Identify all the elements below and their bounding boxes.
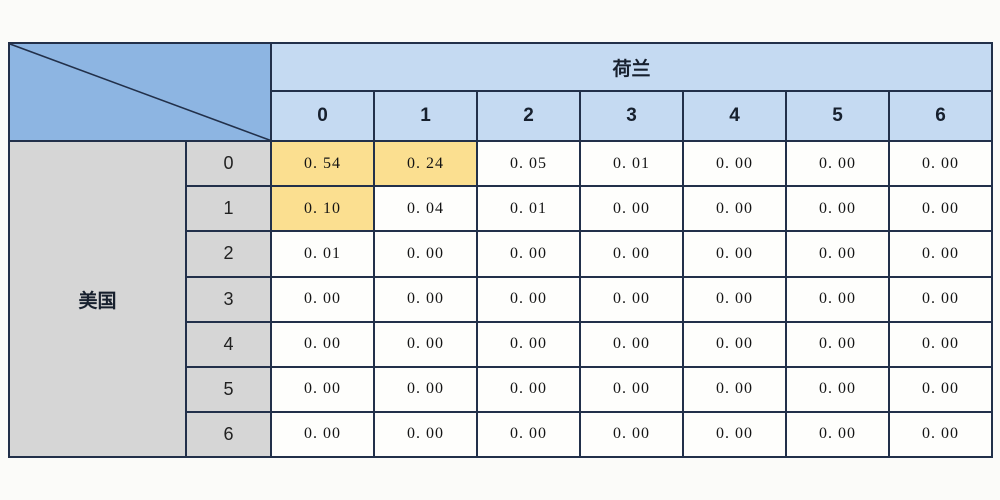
data-cell-r2c2: 0. 00 [476, 230, 581, 278]
probability-matrix-table: 荷兰 0 1 2 3 4 5 6 美国 0 0. 54 0. 24 0. 05 … [8, 41, 994, 459]
data-cell-r5c1: 0. 00 [373, 365, 478, 413]
col-header-2: 2 [476, 90, 581, 143]
data-cell-r0c4: 0. 00 [682, 140, 787, 188]
data-cell-r4c2: 0. 00 [476, 320, 581, 368]
data-cell-r5c6: 0. 00 [887, 365, 994, 413]
data-cell-r3c4: 0. 00 [682, 275, 787, 323]
data-cell-r2c1: 0. 00 [373, 230, 478, 278]
data-cell-r6c2: 0. 00 [476, 410, 581, 459]
data-cell-r2c4: 0. 00 [682, 230, 787, 278]
data-cell-r5c3: 0. 00 [579, 365, 684, 413]
data-cell-r1c2: 0. 01 [476, 185, 581, 233]
data-cell-r4c5: 0. 00 [785, 320, 890, 368]
col-header-1: 1 [373, 90, 478, 143]
row-header-2: 2 [185, 230, 272, 278]
data-cell-r0c0: 0. 54 [270, 140, 375, 188]
col-header-6: 6 [887, 90, 994, 143]
data-cell-r6c3: 0. 00 [579, 410, 684, 459]
data-cell-r0c5: 0. 00 [785, 140, 890, 188]
data-cell-r1c6: 0. 00 [887, 185, 994, 233]
data-cell-r4c6: 0. 00 [887, 320, 994, 368]
data-cell-r6c6: 0. 00 [887, 410, 994, 459]
data-cell-r6c4: 0. 00 [682, 410, 787, 459]
data-cell-r2c0: 0. 01 [270, 230, 375, 278]
data-cell-r2c3: 0. 00 [579, 230, 684, 278]
data-cell-r5c2: 0. 00 [476, 365, 581, 413]
row-header-6: 6 [185, 410, 272, 459]
data-cell-r2c6: 0. 00 [887, 230, 994, 278]
data-cell-r3c1: 0. 00 [373, 275, 478, 323]
row-header-0: 0 [185, 140, 272, 188]
corner-diagonal-cell [8, 41, 272, 143]
row-header-5: 5 [185, 365, 272, 413]
data-cell-r1c0: 0. 10 [270, 185, 375, 233]
data-cell-r0c1: 0. 24 [373, 140, 478, 188]
data-cell-r3c5: 0. 00 [785, 275, 890, 323]
data-cell-r4c3: 0. 00 [579, 320, 684, 368]
data-cell-r2c5: 0. 00 [785, 230, 890, 278]
data-cell-r5c4: 0. 00 [682, 365, 787, 413]
row-header-3: 3 [185, 275, 272, 323]
col-header-5: 5 [785, 90, 890, 143]
data-cell-r6c5: 0. 00 [785, 410, 890, 459]
data-cell-r1c4: 0. 00 [682, 185, 787, 233]
data-cell-r0c3: 0. 01 [579, 140, 684, 188]
data-cell-r3c2: 0. 00 [476, 275, 581, 323]
data-cell-r4c1: 0. 00 [373, 320, 478, 368]
data-cell-r6c0: 0. 00 [270, 410, 375, 459]
col-header-4: 4 [682, 90, 787, 143]
data-cell-r5c5: 0. 00 [785, 365, 890, 413]
data-cell-r5c0: 0. 00 [270, 365, 375, 413]
col-header-3: 3 [579, 90, 684, 143]
data-cell-r3c3: 0. 00 [579, 275, 684, 323]
col-header-0: 0 [270, 90, 375, 143]
data-cell-r3c0: 0. 00 [270, 275, 375, 323]
data-cell-r0c6: 0. 00 [887, 140, 994, 188]
column-group-header-netherlands: 荷兰 [269, 41, 994, 93]
data-cell-r4c0: 0. 00 [270, 320, 375, 368]
data-cell-r3c6: 0. 00 [887, 275, 994, 323]
data-cell-r1c1: 0. 04 [373, 185, 478, 233]
data-cell-r1c3: 0. 00 [579, 185, 684, 233]
diagonal-divider-line [10, 44, 270, 140]
data-cell-r0c2: 0. 05 [476, 140, 581, 188]
data-cell-r4c4: 0. 00 [682, 320, 787, 368]
data-cell-r1c5: 0. 00 [785, 185, 890, 233]
row-header-1: 1 [185, 185, 272, 233]
row-group-header-usa: 美国 [8, 140, 187, 458]
row-header-4: 4 [185, 320, 272, 368]
data-cell-r6c1: 0. 00 [373, 410, 478, 459]
